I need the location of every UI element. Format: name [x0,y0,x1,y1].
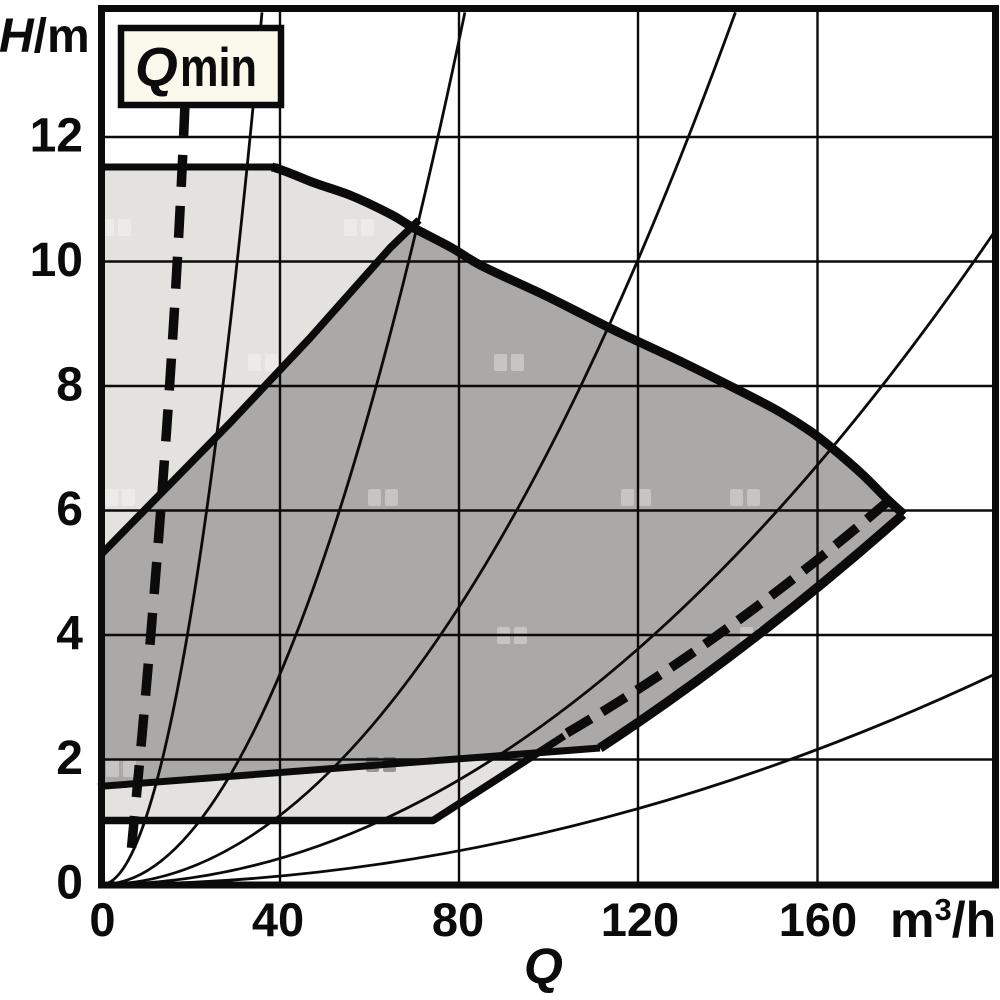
svg-text:120: 120 [601,893,679,946]
svg-text:6: 6 [56,483,83,536]
svg-text:2: 2 [56,732,83,785]
svg-text:0: 0 [56,857,83,910]
svg-text:0: 0 [89,893,115,946]
svg-text:12: 12 [30,110,83,163]
svg-text:80: 80 [432,893,484,946]
svg-text:Q: Q [524,938,563,994]
svg-text:160: 160 [779,893,857,946]
svg-text:10: 10 [30,234,83,287]
svg-text:m3/h: m3/h [890,892,996,948]
svg-text:H/m: H/m [0,10,90,63]
svg-text:40: 40 [252,893,304,946]
svg-text:8: 8 [56,359,83,412]
svg-text:4: 4 [56,608,83,661]
svg-text:Q: Q [135,36,178,98]
svg-text:min: min [180,36,257,98]
